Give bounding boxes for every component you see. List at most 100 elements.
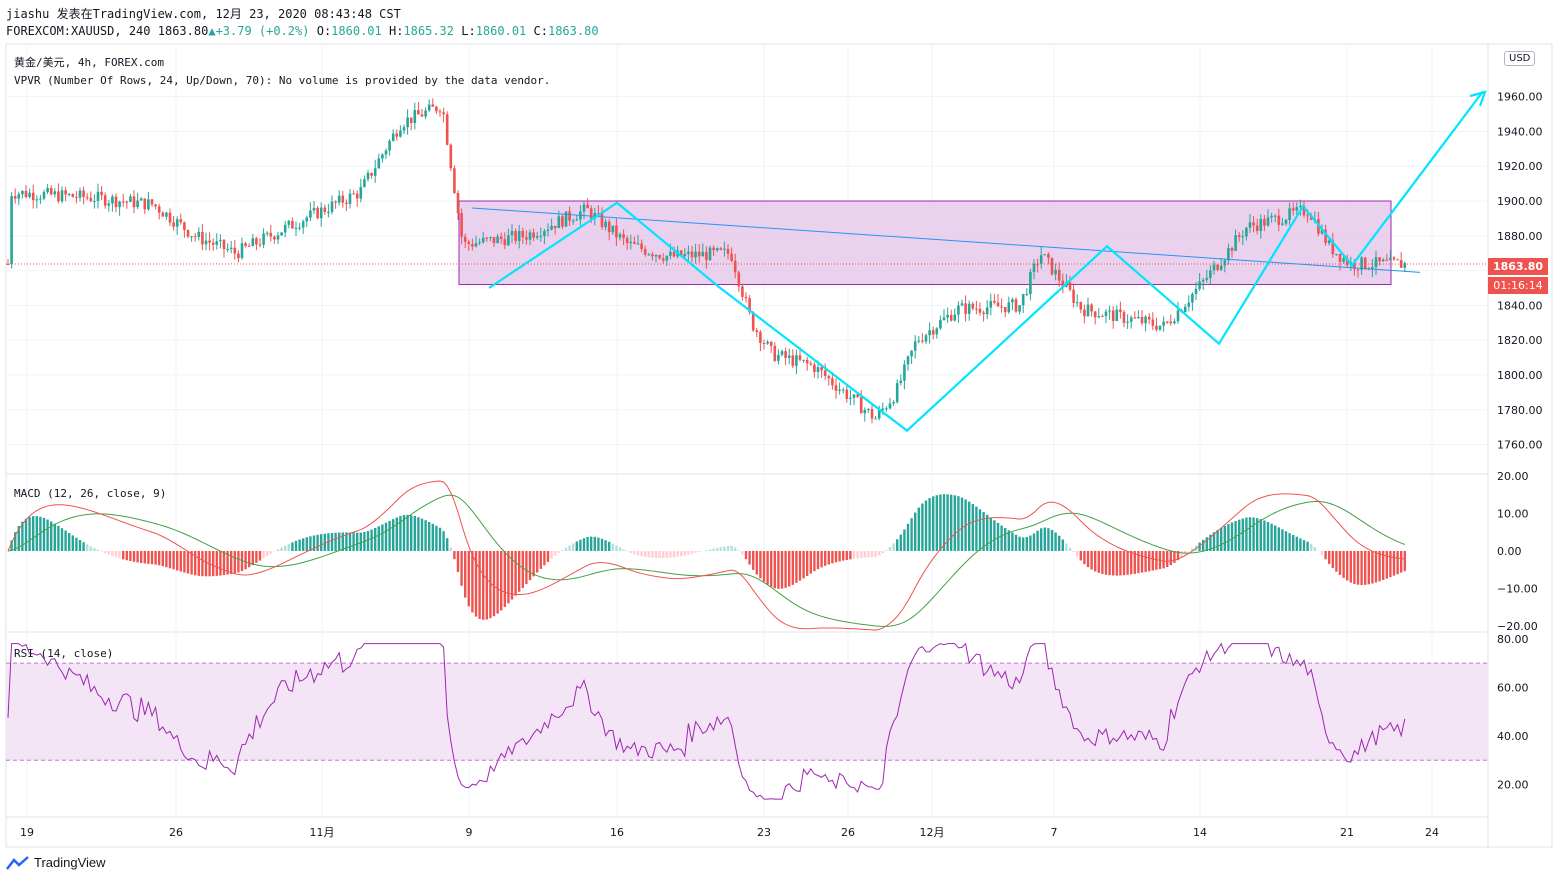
candle-body [201,231,204,245]
candle-body [841,389,845,391]
macd-histogram-bar [554,551,557,556]
candle-body [910,350,913,357]
macd-histogram-bar [302,538,305,551]
macd-histogram-bar [1324,551,1327,560]
macd-histogram-bar [395,517,398,551]
candle-body [561,216,564,227]
macd-histogram-bar [1360,551,1363,585]
macd-histogram-bar [420,518,424,551]
macd-histogram-bar [942,494,946,551]
candle-body [647,254,651,256]
candle-body [532,232,535,238]
macd-histogram-bar [96,549,100,551]
candle-body [496,236,499,244]
candle-body [1003,306,1007,313]
candle-body [690,251,694,258]
macd-histogram-bar [507,551,510,604]
macd-histogram-bar [1126,551,1129,575]
macd-histogram-bar [1349,551,1352,583]
macd-histogram-bar [1371,551,1374,584]
author: jiashu [6,7,50,21]
candle-body [1241,236,1245,238]
candle-body [258,244,262,246]
candle-body [899,380,903,384]
macd-histogram-bar [824,551,827,566]
macd-histogram-bar [158,551,161,566]
candle-body [1119,309,1122,313]
candle-body [553,225,557,229]
macd-histogram-bar [550,551,553,559]
macd-histogram-bar [1119,551,1122,576]
candle-body [654,255,658,257]
candle-body [309,210,312,218]
candle-body [1021,294,1025,306]
macd-histogram-bar [860,551,863,559]
macd-histogram-bar [305,537,308,551]
candle-body [287,220,291,225]
candle-body [802,359,805,361]
macd-histogram-bar [1155,551,1158,570]
macd-histogram-bar [1151,551,1154,571]
macd-histogram-bar [1382,551,1385,580]
macd-histogram-bar [1101,551,1104,574]
candle-body [1223,260,1227,266]
macd-tick-label: −10.00 [1497,583,1538,596]
macd-histogram-bar [543,551,546,566]
tradingview-logo[interactable]: TradingView [6,855,106,870]
candle-body [719,248,723,250]
macd-histogram-bar [525,551,528,585]
candle-body [420,114,424,117]
countdown-tag: 01:16:14 [1488,277,1548,294]
macd-histogram-bar [788,551,791,587]
candle-body [683,253,687,257]
candle-body [312,207,316,211]
candle-body [1381,259,1385,262]
candle-body [564,211,568,227]
candle-body [31,192,35,201]
candle-body [1104,311,1108,317]
macd-histogram-bar [572,543,575,551]
candle-body [460,213,463,237]
macd-histogram-bar [730,545,733,551]
candle-body [348,193,352,204]
currency-badge[interactable]: USD [1504,51,1536,66]
candle-body [417,109,420,115]
candle-body [831,378,834,386]
macd-histogram-bar [1004,527,1007,551]
candle-body [395,133,399,137]
macd-histogram-bar [442,531,445,551]
candle-body [1227,248,1230,261]
candle-body [834,385,838,391]
candle-body [183,222,186,230]
candle-body [114,196,118,208]
macd-histogram-bar [579,539,582,551]
macd-histogram-bar [665,551,668,558]
macd-histogram-bar [316,534,319,551]
time-tick-label: 11月 [310,826,335,839]
macd-layer [7,480,1406,631]
macd-histogram-bar [892,543,895,551]
macd-histogram-bar [147,551,150,564]
macd-histogram-bar [1295,536,1298,551]
candle-body [1205,278,1209,280]
time-tick-label: 14 [1193,826,1207,839]
candle-body [503,239,507,246]
macd-histogram-bar [287,543,290,551]
macd-tick-label: 10.00 [1497,508,1529,521]
macd-histogram-bar [1364,551,1367,585]
macd-histogram-bar [928,498,931,551]
candle-body [1122,312,1126,323]
macd-histogram-bar [449,547,452,551]
candle-body [1371,267,1374,269]
macd-histogram-bar [705,550,708,551]
price-axis[interactable] [1487,43,1553,848]
candle-body [1068,282,1072,290]
macd-histogram-bar [1025,536,1028,551]
macd-histogram-bar [276,549,280,551]
macd-histogram-bar [1076,551,1079,557]
time-axis[interactable] [5,816,1489,848]
candle-body [1385,259,1389,261]
candle-body [827,376,831,379]
macd-histogram-bar [593,536,596,551]
